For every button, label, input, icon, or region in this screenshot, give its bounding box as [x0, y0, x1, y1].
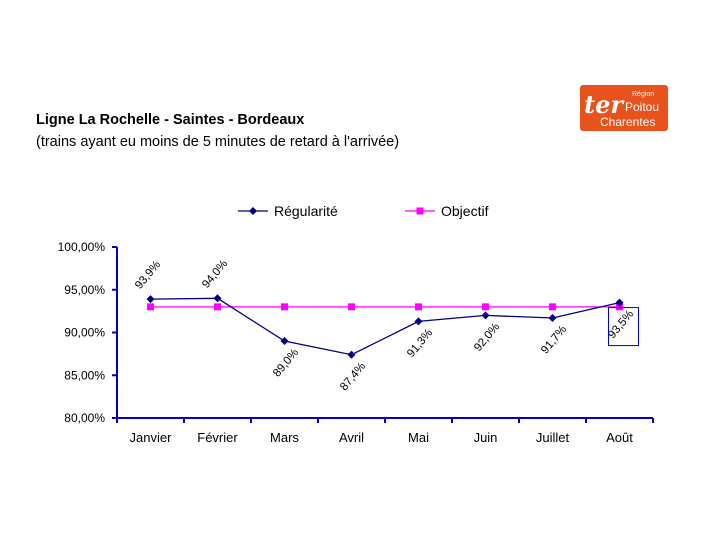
chart-title: Ligne La Rochelle - Saintes - Bordeaux — [36, 112, 305, 128]
data-point — [548, 313, 557, 322]
data-label: 94,0% — [200, 258, 230, 291]
data-point — [481, 311, 490, 320]
data-label: 91,7% — [539, 324, 569, 357]
y-tick-label: 85,00% — [64, 368, 105, 382]
data-label: 93,5% — [606, 308, 636, 341]
data-point — [280, 337, 289, 346]
x-tick-label: Mai — [408, 430, 429, 445]
data-label: 91,3% — [405, 327, 435, 360]
chart-subtitle: (trains ayant eu moins de 5 minutes de r… — [36, 134, 400, 150]
data-label: 93,9% — [133, 259, 163, 292]
x-tick-label: Février — [197, 430, 238, 445]
legend-label: Objectif — [441, 203, 489, 219]
data-label: 89,0% — [271, 347, 301, 380]
legend-label: Régularité — [274, 203, 338, 219]
data-point — [615, 298, 624, 307]
series-layer: 93,9% 94,0% 89,0% 87,4% 91,3% 92,0% 91,7% 93,5% — [133, 258, 639, 393]
data-point — [415, 303, 422, 311]
logo-line2: Poitou — [625, 100, 659, 114]
x-tick-label: Juin — [474, 430, 498, 445]
data-label: 87,4% — [338, 360, 368, 393]
data-point — [147, 303, 154, 311]
x-tick-label: Août — [606, 430, 633, 445]
logo-brand: ter — [584, 90, 625, 119]
y-axis: 100,00% 95,00% 90,00% 85,00% 80,00% — [58, 240, 118, 425]
ter-logo: ter Région Poitou Charentes — [580, 85, 668, 131]
x-tick-label: Juillet — [536, 430, 570, 445]
data-point — [146, 295, 155, 304]
data-label: 92,0% — [472, 321, 502, 354]
y-tick-label: 90,00% — [64, 326, 105, 340]
data-point — [281, 303, 288, 311]
logo-line1: Région — [632, 91, 654, 98]
data-point — [616, 303, 623, 311]
x-axis: Janvier Février Mars Avril Mai Juin Juillet Aoû… — [116, 417, 654, 445]
y-tick-label: 95,00% — [64, 283, 105, 297]
logo-line3: Charentes — [600, 115, 655, 129]
legend-marker — [416, 207, 424, 215]
label-highlight-box — [608, 307, 639, 347]
data-point — [414, 317, 423, 326]
data-point — [348, 303, 355, 311]
data-point — [213, 294, 222, 303]
data-point — [482, 303, 489, 311]
x-tick-label: Avril — [339, 430, 364, 445]
logo-background — [580, 85, 668, 131]
data-point — [214, 303, 221, 311]
legend-marker — [249, 207, 257, 215]
legend: Régularité Objectif — [238, 203, 489, 219]
y-tick-label: 80,00% — [64, 411, 105, 425]
y-tick-label: 100,00% — [58, 240, 106, 254]
x-tick-label: Mars — [270, 430, 299, 445]
data-point — [549, 303, 556, 311]
x-tick-label: Janvier — [130, 430, 173, 445]
series-line — [150, 297, 620, 356]
data-point — [347, 350, 356, 359]
